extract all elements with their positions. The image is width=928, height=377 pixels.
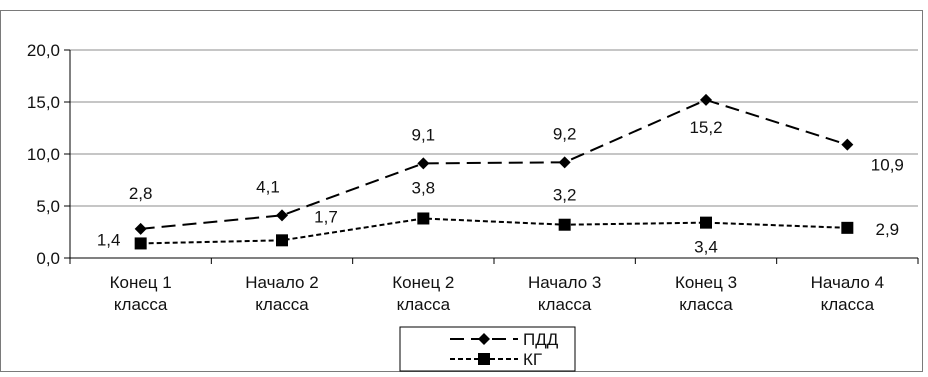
x-category-label: Начало 4 класса <box>811 273 884 314</box>
data-point-kg <box>558 218 571 231</box>
data-point-pdd <box>134 222 147 235</box>
y-tick-label: 15,0 <box>27 93 60 112</box>
x-category-line: класса <box>397 295 451 314</box>
data-label-kg: 1,7 <box>314 207 338 226</box>
data-label-pdd: 2,8 <box>129 184 153 203</box>
data-point-kg <box>417 212 430 225</box>
y-tick-label: 5,0 <box>36 197 60 216</box>
data-label-pdd: 15,2 <box>689 118 722 137</box>
x-category-line: Начало 4 <box>811 273 884 292</box>
x-category-label: Конец 3 класса <box>675 273 737 314</box>
legend-marker-kg <box>478 353 490 365</box>
data-label-pdd: 4,1 <box>256 177 280 196</box>
data-point-pdd <box>276 209 288 222</box>
y-tick-label: 0,0 <box>36 249 60 268</box>
x-category-line: Начало 3 <box>528 273 601 292</box>
legend-marker-pdd <box>478 333 490 345</box>
data-label-pdd: 10,9 <box>871 156 904 175</box>
data-point-pdd <box>700 93 712 106</box>
data-point-kg <box>134 237 147 250</box>
x-category-line: класса <box>821 295 875 314</box>
data-point-kg <box>276 234 288 247</box>
legend-label-kg: КГ <box>523 350 542 369</box>
data-label-pdd: 9,1 <box>412 125 436 144</box>
data-point-kg <box>700 216 712 229</box>
x-category-line: Конец 2 <box>392 273 454 292</box>
axes: 0,0 5,0 10,0 15,0 20,0 Конец 1 класса Начало 2 к… <box>27 41 919 314</box>
data-labels: 2,8 4,1 9,1 9,2 15,2 10,9 1,4 1,7 3,8 3,2 3,4 2,9 <box>97 118 904 257</box>
data-point-pdd <box>841 138 854 151</box>
data-point-kg <box>841 221 854 234</box>
data-label-kg: 1,4 <box>97 230 121 249</box>
y-tick-label: 20,0 <box>27 41 60 60</box>
x-category-line: Конец 1 <box>110 273 172 292</box>
data-label-kg: 2,9 <box>876 220 900 239</box>
y-tick-label: 10,0 <box>27 145 60 164</box>
x-category-line: класса <box>255 295 309 314</box>
x-category-line: класса <box>114 295 168 314</box>
data-label-kg: 3,4 <box>694 238 718 257</box>
x-category-line: класса <box>679 295 733 314</box>
legend-label-pdd: ПДД <box>523 330 559 349</box>
x-category-label: Конец 1 класса <box>110 273 172 314</box>
chart-border <box>0 10 923 372</box>
x-category-line: класса <box>538 295 592 314</box>
series-layer <box>134 93 854 250</box>
x-category-line: Конец 3 <box>675 273 737 292</box>
data-point-pdd <box>417 157 430 170</box>
data-label-kg: 3,2 <box>553 186 577 205</box>
data-point-pdd <box>558 156 571 169</box>
x-category-label: Конец 2 класса <box>392 273 454 314</box>
series-line-kg <box>140 217 848 245</box>
data-label-pdd: 9,2 <box>553 124 577 143</box>
x-category-label: Начало 2 класса <box>245 273 318 314</box>
data-label-kg: 3,8 <box>412 178 436 197</box>
gridlines <box>70 49 918 207</box>
series-line-pdd <box>140 98 848 230</box>
x-category-label: Начало 3 класса <box>528 273 601 314</box>
x-category-line: Начало 2 <box>245 273 318 292</box>
